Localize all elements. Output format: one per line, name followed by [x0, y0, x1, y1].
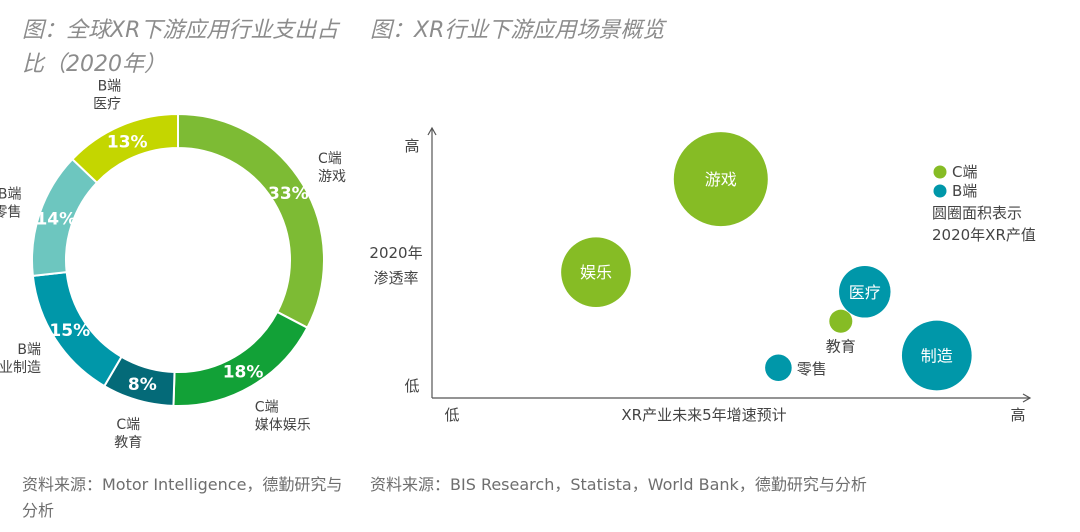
slice-category-label: 媒体娱乐	[255, 417, 311, 433]
slice-value-label: 18%	[223, 362, 264, 382]
y-low-label: 低	[404, 377, 419, 395]
bubble	[901, 320, 972, 391]
right-source-note: 资料来源：BIS Research，Statista，World Bank，德勤…	[370, 475, 867, 494]
bubble	[765, 354, 792, 382]
slice-value-label: 13%	[107, 132, 148, 152]
y-axis-arrow	[427, 126, 437, 136]
legend-marker	[933, 184, 947, 198]
bubble-label: 制造	[921, 347, 953, 366]
left-source-note: 资料来源：Motor Intelligence，德勤研究与分析	[22, 475, 343, 520]
x-axis-title: XR产业未来5年增速预计	[621, 406, 786, 424]
y-axis-title: 渗透率	[373, 269, 418, 287]
legend-marker	[933, 165, 947, 179]
bubble	[561, 237, 631, 308]
slice-category-label: C端	[116, 417, 140, 433]
bubble-label: 教育	[826, 338, 856, 356]
right-chart-title: 图：XR行业下游应用场景概览	[370, 18, 665, 43]
slice-category-label: 教育	[114, 435, 142, 451]
legend-label: B端	[952, 182, 977, 200]
y-axis-title: 2020年	[369, 244, 422, 262]
bubble-label: 娱乐	[580, 263, 612, 282]
slice-category-label: C端	[318, 151, 342, 167]
x-low-label: 低	[444, 406, 459, 424]
legend-label: C端	[952, 163, 977, 181]
bubble-label: 医疗	[849, 283, 881, 302]
y-high-label: 高	[404, 137, 419, 155]
bubble	[839, 266, 891, 318]
bubble	[829, 309, 853, 333]
slice-category-label: C端	[255, 399, 279, 415]
slice-category-label: 零售	[0, 204, 22, 220]
slice-category-label: B端	[0, 186, 22, 202]
donut-chart: 33%C端游戏18%C端媒体娱乐8%C端教育15%B端工业制造14%B端零售13…	[0, 79, 346, 451]
bubble	[673, 132, 768, 227]
slice-category-label: B端	[17, 342, 41, 358]
donut-slice	[70, 112, 179, 185]
slice-value-label: 15%	[49, 321, 90, 341]
x-high-label: 高	[1010, 406, 1025, 424]
slice-category-label: B端	[98, 79, 122, 95]
slice-category-label: 游戏	[318, 169, 346, 185]
legend-note: 圆圈面积表示	[932, 204, 1022, 222]
left-chart-title: 图：全球XR下游应用行业支出占比（2020年）	[22, 18, 339, 77]
x-axis-arrow	[1022, 393, 1032, 403]
slice-category-label: 医疗	[93, 97, 121, 113]
legend-note: 2020年XR产值	[932, 226, 1036, 244]
bubble-label: 游戏	[705, 170, 737, 189]
slice-value-label: 33%	[268, 184, 309, 204]
slice-value-label: 14%	[35, 210, 76, 230]
bubble-label: 零售	[797, 360, 827, 378]
slice-category-label: 工业制造	[0, 360, 41, 376]
slice-value-label: 8%	[128, 375, 157, 395]
